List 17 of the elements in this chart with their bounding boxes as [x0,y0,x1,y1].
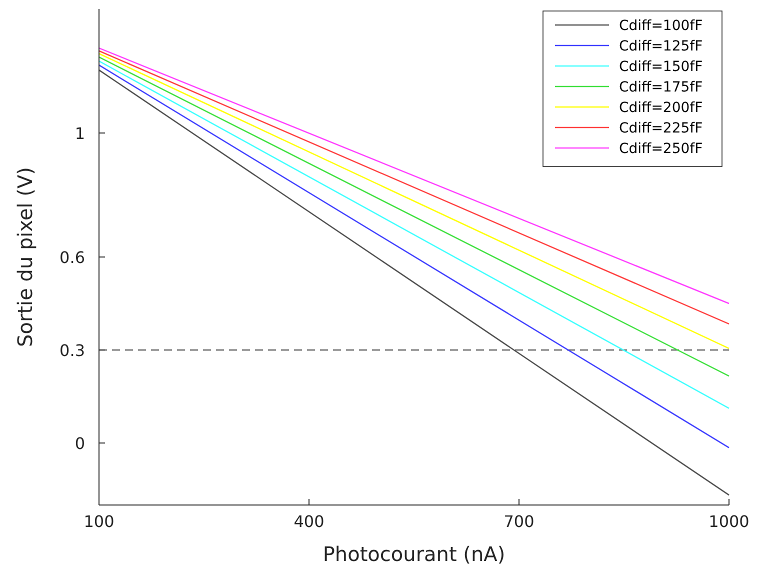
y-tick-label: 1 [74,124,85,143]
legend-label: Cdiff=100fF [619,18,703,34]
legend-label: Cdiff=250fF [619,141,703,157]
x-tick-label: 400 [294,512,324,531]
legend-label: Cdiff=225fF [619,120,703,136]
y-tick-label: 0 [74,434,85,453]
legend-label: Cdiff=200fF [619,100,703,116]
legend-label: Cdiff=175fF [619,80,703,96]
legend-label: Cdiff=125fF [619,38,703,54]
x-tick-label: 1000 [708,512,750,531]
y-axis-title: Sortie du pixel (V) [13,167,37,347]
x-tick-label: 700 [504,512,534,531]
x-tick-label: 100 [84,512,114,531]
y-tick-label: 0.3 [60,341,85,360]
legend-label: Cdiff=150fF [619,59,703,75]
y-tick-label: 0.6 [60,248,85,267]
x-axis-title: Photocourant (nA) [322,542,506,566]
